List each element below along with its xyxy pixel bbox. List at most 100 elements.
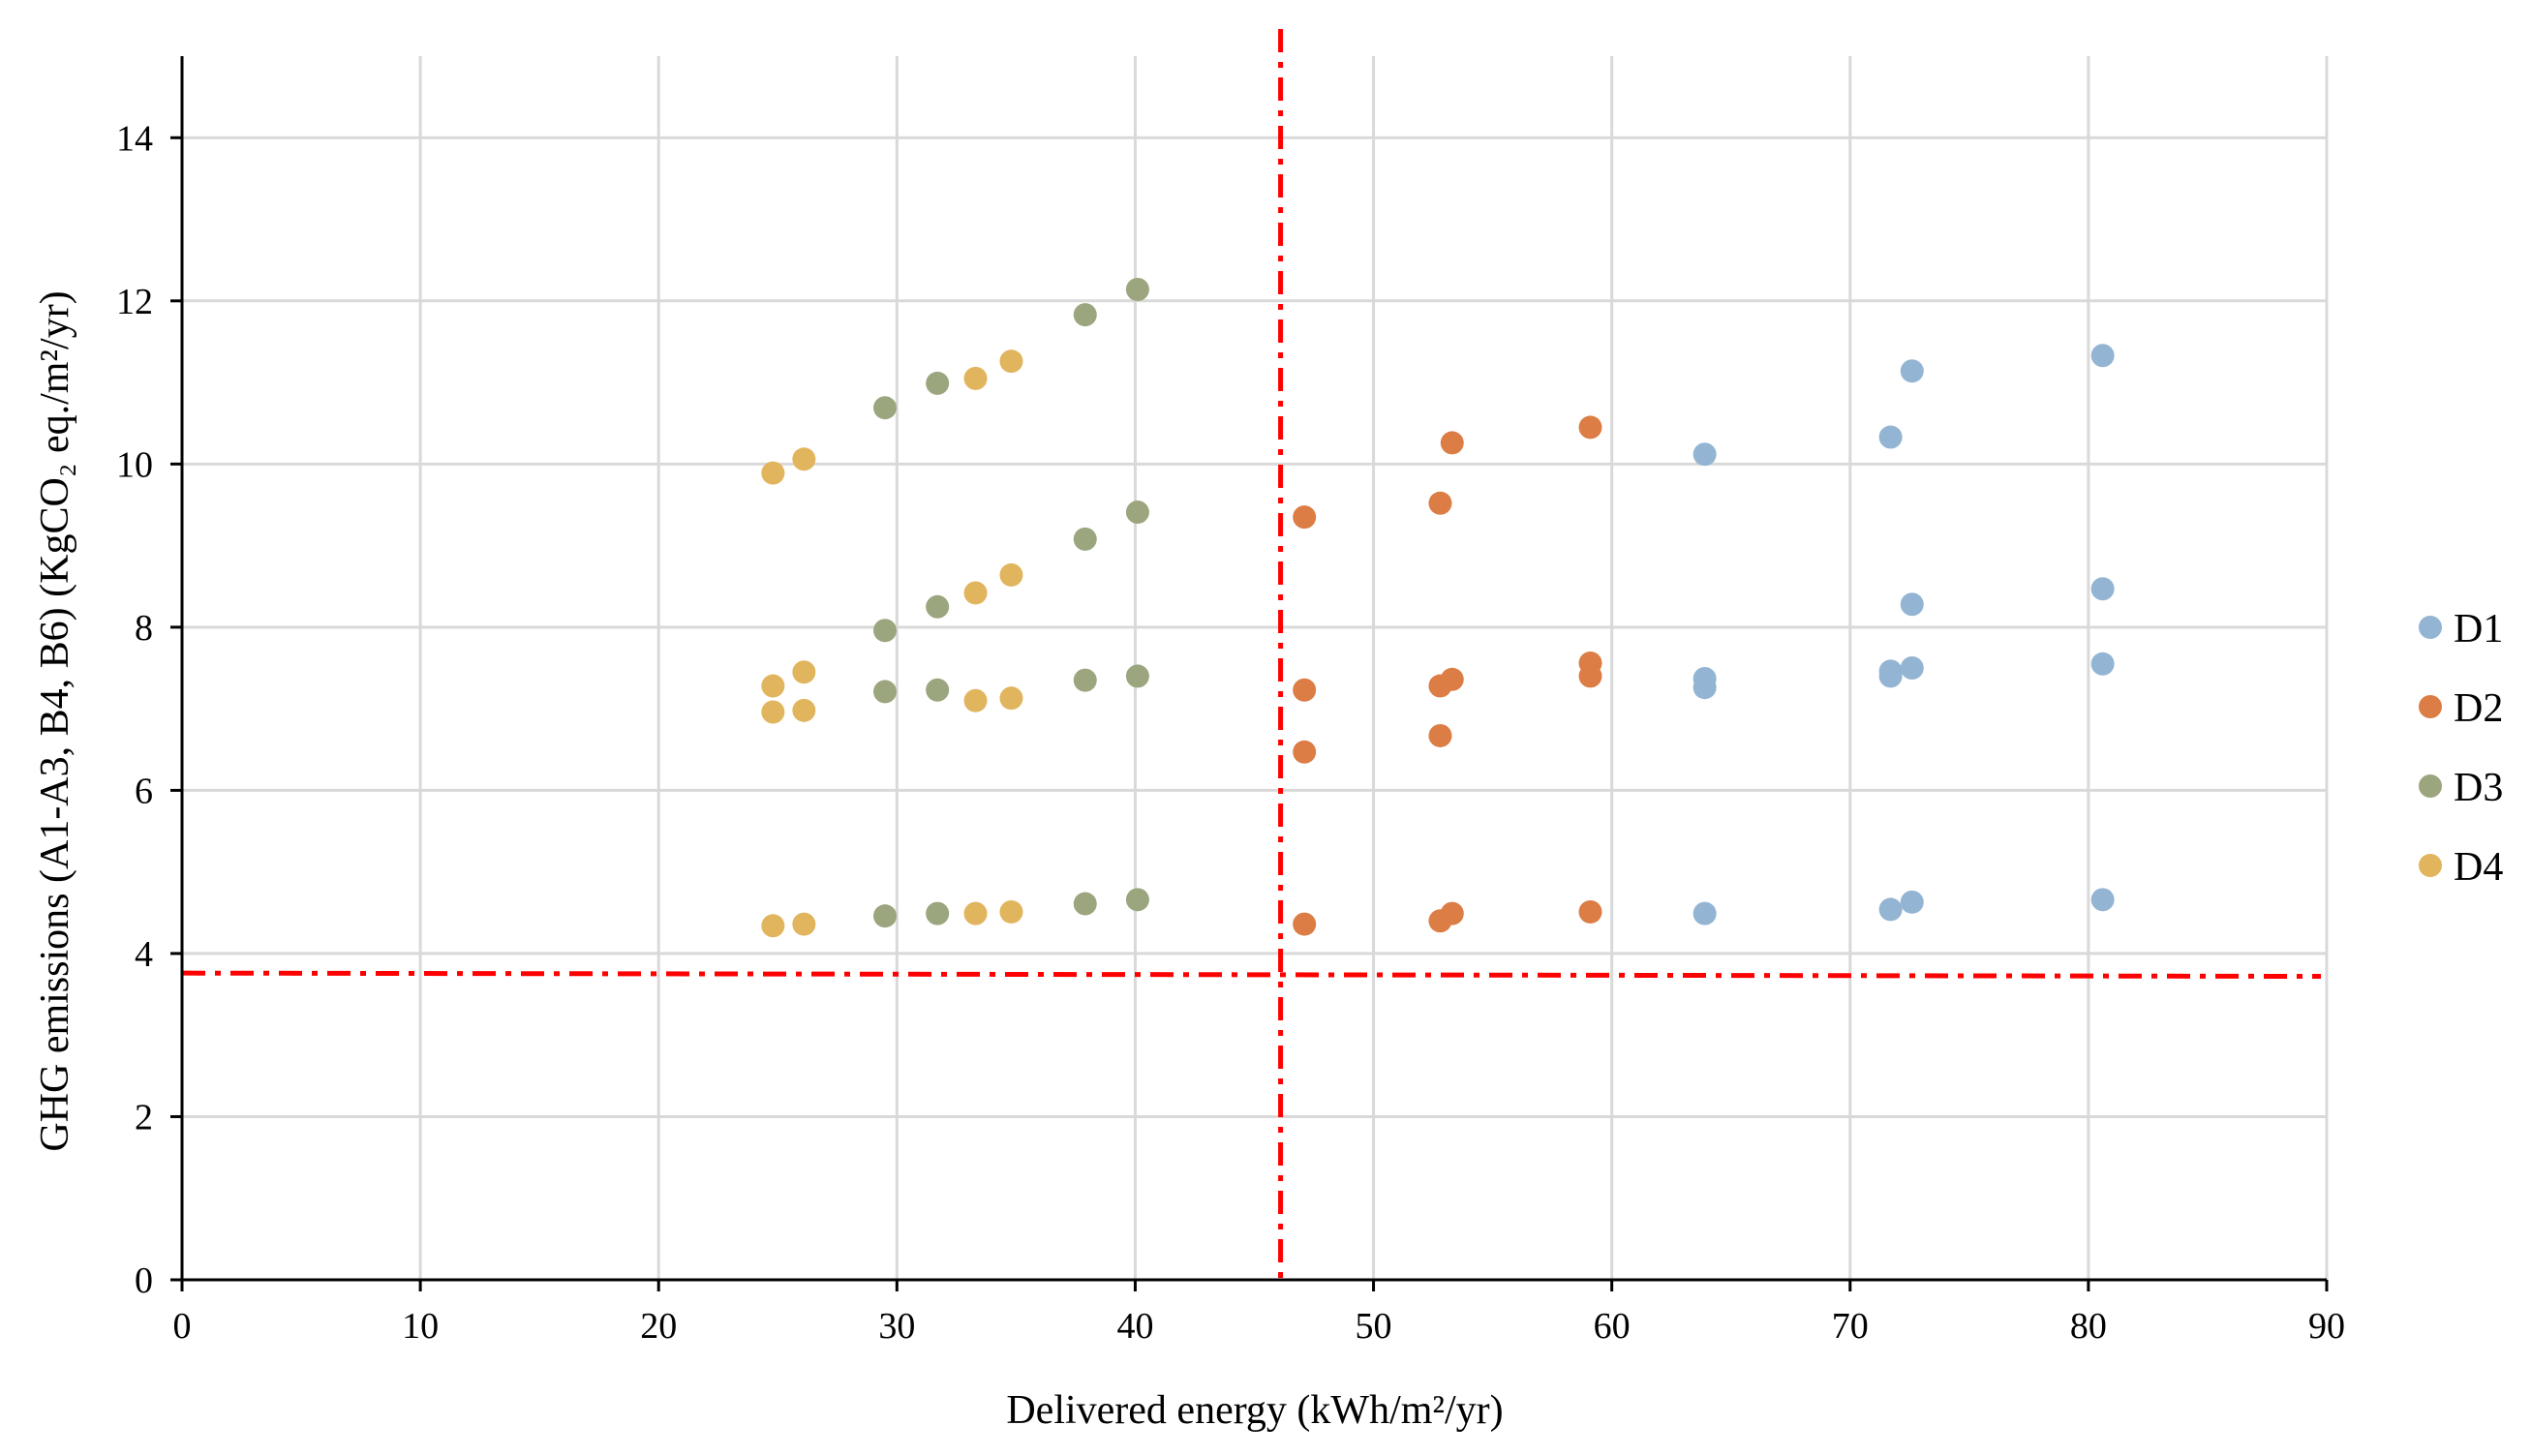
data-point-d4: [792, 447, 816, 471]
x-tick-label: 0: [173, 1306, 192, 1347]
data-point-d3: [1125, 500, 1149, 525]
y-tick-label: 6: [135, 771, 153, 811]
data-point-d4: [999, 349, 1023, 374]
x-tick-label: 60: [1594, 1306, 1631, 1347]
data-point-d1: [1878, 425, 1903, 449]
data-point-d2: [1578, 415, 1602, 440]
data-point-d4: [792, 698, 816, 722]
data-point-d4: [999, 686, 1023, 711]
y-tick-label: 12: [116, 282, 153, 322]
data-point-d3: [873, 680, 898, 704]
y-axis-tick-labels: 0 2 4 6 8 10 12 14: [116, 118, 153, 1301]
data-point-d3: [1073, 527, 1097, 551]
data-point-d1: [1878, 664, 1903, 688]
legend-label-d2: D2: [2454, 686, 2503, 731]
data-point-d2: [1293, 678, 1317, 702]
data-point-d4: [792, 912, 816, 936]
data-point-d2: [1293, 912, 1317, 936]
data-point-d1: [1900, 359, 1924, 383]
x-tick-label: 40: [1116, 1306, 1153, 1347]
x-tick-label: 80: [2070, 1306, 2107, 1347]
y-tick-label: 14: [116, 118, 153, 159]
series-d4: [761, 349, 1023, 938]
data-point-d3: [1125, 888, 1149, 912]
y-tick-label: 4: [135, 934, 153, 975]
y-tick-label: 2: [135, 1097, 153, 1138]
data-point-d1: [1692, 442, 1717, 467]
data-point-d4: [761, 674, 785, 698]
data-point-d2: [1440, 431, 1464, 455]
data-point-d2: [1578, 899, 1602, 924]
data-point-d1: [1692, 676, 1717, 700]
data-point-d3: [926, 678, 950, 702]
legend-label-d3: D3: [2454, 766, 2503, 810]
data-point-d1: [1900, 592, 1924, 617]
data-point-d2: [1293, 505, 1317, 530]
series-d2: [1293, 415, 1602, 936]
data-point-d3: [1073, 668, 1097, 692]
data-point-d3: [926, 901, 950, 925]
data-point-d3: [1073, 892, 1097, 916]
data-point-d1: [2090, 577, 2115, 601]
data-point-d1: [1900, 656, 1924, 680]
data-point-d1: [1878, 897, 1903, 922]
x-tick-label: 10: [402, 1306, 439, 1347]
data-point-d4: [963, 688, 988, 713]
x-tick-label: 20: [640, 1306, 677, 1347]
x-tick-label: 30: [878, 1306, 915, 1347]
legend-label-d4: D4: [2454, 845, 2503, 890]
data-point-d1: [1692, 901, 1717, 925]
data-point-d3: [1073, 303, 1097, 327]
data-point-d1: [2090, 344, 2115, 368]
data-point-d1: [2090, 652, 2115, 676]
data-point-d2: [1440, 901, 1464, 925]
data-point-d2: [1428, 723, 1452, 747]
gridlines: [182, 56, 2329, 1280]
data-point-d2: [1293, 740, 1317, 764]
data-point-d3: [926, 594, 950, 619]
legend-marker-d3: [2419, 774, 2442, 798]
data-point-d4: [761, 700, 785, 724]
data-point-d4: [792, 660, 816, 684]
x-axis-tick-labels: 0 10 20 30 40 50 60 70 80 90: [173, 1306, 2346, 1347]
y-tick-label: 8: [135, 608, 153, 649]
series-d1: [1692, 344, 2115, 925]
data-point-d4: [999, 562, 1023, 587]
axes: [170, 56, 2329, 1291]
x-axis-title: Delivered energy (kWh/m²/yr): [1006, 1388, 1503, 1433]
data-point-d3: [926, 371, 950, 395]
data-point-d4: [963, 901, 988, 925]
series-d3: [873, 278, 1149, 928]
x-tick-label: 70: [1832, 1306, 1869, 1347]
y-tick-label: 0: [135, 1260, 153, 1301]
data-point-d4: [761, 914, 785, 938]
data-point-d3: [1125, 664, 1149, 688]
data-point-d3: [873, 904, 898, 928]
legend-marker-d2: [2419, 695, 2442, 718]
data-point-d4: [963, 366, 988, 390]
data-points: [761, 278, 2115, 938]
y-tick-label: 10: [116, 444, 153, 485]
data-point-d2: [1440, 667, 1464, 691]
data-point-d2: [1428, 491, 1452, 515]
legend-marker-d1: [2419, 616, 2442, 639]
data-point-d3: [873, 619, 898, 643]
horizontal-reference-line: [181, 970, 2322, 980]
reference-lines: [181, 29, 2322, 1280]
x-tick-label: 50: [1356, 1306, 1392, 1347]
data-point-d3: [1125, 278, 1149, 302]
data-point-d1: [1900, 890, 1924, 914]
x-tick-label: 90: [2308, 1306, 2345, 1347]
data-point-d4: [999, 899, 1023, 924]
data-point-d3: [873, 396, 898, 420]
legend-marker-d4: [2419, 854, 2442, 877]
legend-label-d1: D1: [2454, 607, 2503, 652]
data-point-d1: [2090, 888, 2115, 912]
data-point-d4: [963, 581, 988, 605]
y-axis-title: GHG emissions (A1-A3, B4, B6) (KgCO₂ eq.…: [33, 290, 77, 1151]
data-point-d4: [761, 461, 785, 485]
legend: D1 D2 D3 D4: [2419, 607, 2503, 890]
data-point-d2: [1578, 664, 1602, 688]
